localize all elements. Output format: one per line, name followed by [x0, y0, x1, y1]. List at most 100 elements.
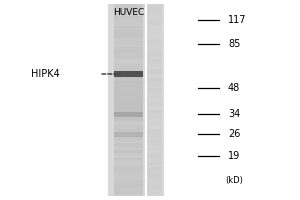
Bar: [146, 78, 162, 81]
Bar: [114, 38, 142, 40]
Bar: [114, 78, 142, 81]
Bar: [146, 105, 162, 107]
Bar: [146, 62, 162, 64]
Bar: [146, 26, 162, 28]
Bar: [114, 47, 142, 50]
Bar: [146, 52, 162, 54]
Bar: [114, 86, 142, 88]
Bar: [114, 71, 142, 77]
Bar: [114, 98, 142, 100]
Bar: [114, 191, 142, 194]
Bar: [114, 83, 142, 86]
Bar: [146, 88, 162, 90]
Bar: [146, 117, 162, 119]
Bar: [114, 146, 142, 148]
Bar: [114, 110, 142, 112]
Bar: [114, 117, 142, 119]
Bar: [114, 6, 142, 9]
Bar: [114, 177, 142, 179]
Bar: [114, 112, 142, 114]
Bar: [114, 4, 142, 6]
Bar: [114, 50, 142, 52]
Bar: [114, 81, 142, 83]
Bar: [146, 28, 162, 30]
Bar: [114, 189, 142, 191]
Bar: [114, 93, 142, 95]
Bar: [114, 30, 142, 33]
Bar: [146, 83, 162, 86]
Bar: [146, 57, 162, 59]
Bar: [146, 143, 162, 146]
Bar: [146, 35, 162, 38]
Bar: [114, 184, 142, 186]
Bar: [114, 167, 142, 170]
Bar: [146, 112, 162, 114]
Bar: [114, 95, 142, 98]
Bar: [114, 77, 142, 121]
Bar: [146, 194, 162, 196]
Bar: [114, 54, 142, 57]
Bar: [146, 93, 162, 95]
Bar: [114, 119, 142, 122]
Bar: [146, 42, 162, 45]
Bar: [114, 141, 142, 143]
Bar: [146, 136, 162, 138]
Bar: [114, 165, 142, 167]
Text: (kD): (kD): [225, 176, 243, 185]
Bar: [114, 71, 142, 74]
Bar: [146, 160, 162, 162]
Text: 48: 48: [228, 83, 240, 93]
Bar: [146, 191, 162, 194]
Bar: [114, 57, 142, 59]
Bar: [114, 90, 142, 93]
Bar: [146, 14, 162, 16]
Bar: [114, 76, 142, 78]
Bar: [146, 16, 162, 18]
Bar: [114, 52, 142, 54]
Bar: [146, 86, 162, 88]
Bar: [146, 174, 162, 177]
Bar: [146, 155, 162, 158]
Bar: [146, 4, 162, 196]
Bar: [146, 107, 162, 110]
Bar: [114, 64, 142, 66]
Bar: [146, 40, 162, 42]
Text: 34: 34: [228, 109, 240, 119]
Bar: [114, 174, 142, 177]
Bar: [146, 90, 162, 93]
Bar: [114, 45, 142, 47]
Bar: [114, 35, 142, 38]
Bar: [146, 4, 162, 6]
Bar: [146, 126, 162, 129]
Bar: [146, 45, 162, 47]
Bar: [114, 21, 142, 23]
Bar: [114, 162, 142, 165]
Bar: [146, 18, 162, 21]
Bar: [146, 129, 162, 131]
Bar: [114, 11, 142, 14]
Bar: [114, 126, 142, 129]
Bar: [146, 189, 162, 191]
Bar: [114, 18, 142, 21]
Text: 117: 117: [228, 15, 247, 25]
Bar: [114, 155, 142, 158]
Bar: [146, 66, 162, 69]
Bar: [146, 54, 162, 57]
Bar: [114, 26, 142, 28]
Bar: [146, 162, 162, 165]
Bar: [114, 170, 142, 172]
Bar: [114, 62, 142, 64]
Bar: [114, 28, 142, 30]
Bar: [146, 38, 162, 40]
Bar: [146, 64, 162, 66]
Bar: [146, 153, 162, 155]
Bar: [114, 102, 142, 105]
Bar: [114, 158, 142, 160]
Bar: [146, 186, 162, 189]
Bar: [114, 150, 142, 153]
Bar: [146, 172, 162, 174]
Bar: [146, 74, 162, 76]
Bar: [146, 11, 162, 14]
Bar: [146, 23, 162, 26]
Bar: [146, 30, 162, 33]
